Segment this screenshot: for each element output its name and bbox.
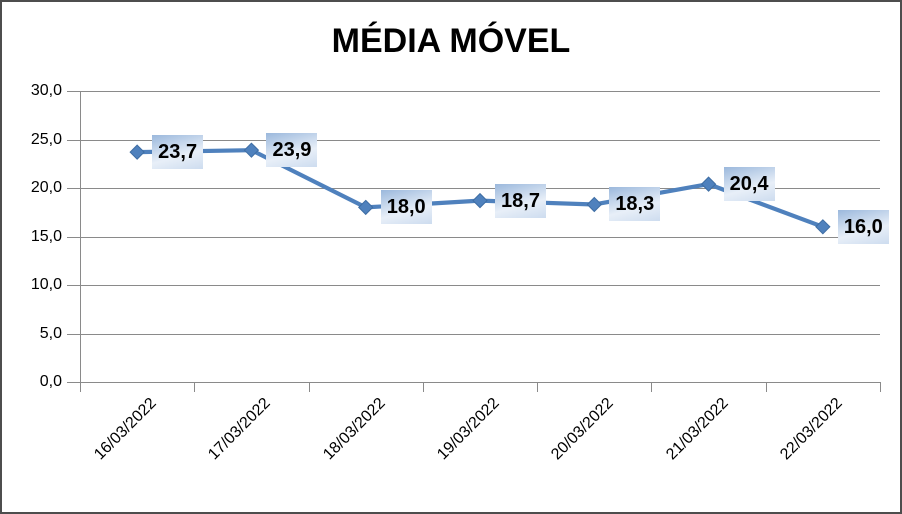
y-tick-label: 0,0 <box>39 373 62 390</box>
y-tick-label: 15,0 <box>30 227 62 245</box>
y-tick-label: 30,0 <box>30 82 62 99</box>
data-point-marker <box>472 192 488 209</box>
data-label: 18,7 <box>495 183 546 218</box>
y-tick-label: 20,0 <box>30 179 62 196</box>
y-tick-label: 25,0 <box>30 130 62 148</box>
data-point-marker <box>700 176 717 192</box>
data-point-marker <box>129 144 145 160</box>
data-point-marker <box>243 142 260 158</box>
data-point-marker <box>815 219 831 235</box>
data-label: 18,0 <box>380 190 432 225</box>
y-tick-label: 10,0 <box>30 276 62 293</box>
data-point-marker <box>586 196 602 213</box>
data-label: 23,7 <box>152 135 204 170</box>
data-label: 18,3 <box>609 187 661 222</box>
data-label: 16,0 <box>837 209 889 244</box>
data-label: 23,9 <box>266 133 318 168</box>
chart-title: MÉDIA MÓVEL <box>331 22 571 60</box>
data-label: 20,4 <box>723 167 775 202</box>
data-point-marker <box>358 199 374 216</box>
y-tick-label: 5,0 <box>39 324 62 342</box>
